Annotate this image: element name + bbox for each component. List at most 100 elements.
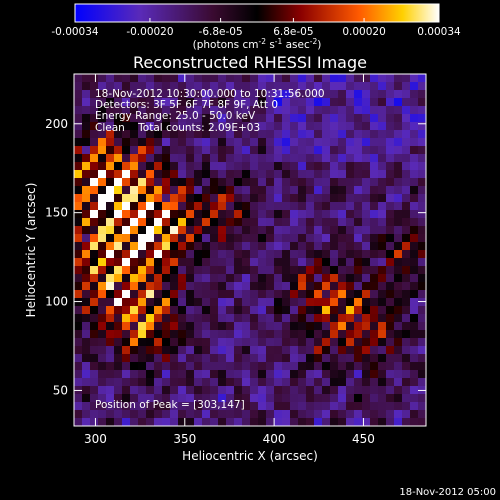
heatmap-cell <box>250 106 259 115</box>
heatmap-cell <box>202 186 211 195</box>
heatmap-cell <box>226 162 235 171</box>
heatmap-cell <box>250 330 259 339</box>
heatmap-cell <box>90 242 99 251</box>
heatmap-cell <box>410 106 419 115</box>
heatmap-cell <box>202 218 211 227</box>
heatmap-cell <box>322 306 331 315</box>
heatmap-cell <box>314 362 323 371</box>
heatmap-cell <box>362 98 371 107</box>
heatmap-cell <box>186 362 195 371</box>
heatmap-cell <box>410 290 419 299</box>
heatmap-cell <box>186 122 195 131</box>
heatmap-cell <box>218 242 227 251</box>
heatmap-cell <box>362 266 371 275</box>
heatmap-cell <box>314 258 323 267</box>
heatmap-cell <box>242 202 251 211</box>
heatmap-cell <box>250 298 259 307</box>
heatmap-cell <box>322 122 331 131</box>
heatmap-cell <box>314 130 323 139</box>
heatmap-cell <box>282 242 291 251</box>
heatmap-cell <box>218 314 227 323</box>
heatmap-cell <box>338 242 347 251</box>
heatmap-cell <box>130 370 139 379</box>
heatmap-cell <box>234 186 243 195</box>
heatmap-cell <box>282 378 291 387</box>
heatmap-cell <box>282 354 291 363</box>
heatmap-cell <box>106 146 115 155</box>
heatmap-cell <box>290 370 299 379</box>
heatmap-cell <box>386 418 395 426</box>
heatmap-cell <box>194 266 203 275</box>
heatmap-cell <box>218 394 227 403</box>
heatmap-cell <box>234 170 243 179</box>
heatmap-cell <box>218 194 227 203</box>
heatmap-cell <box>282 122 291 131</box>
heatmap-cell <box>178 298 187 307</box>
heatmap-cell <box>418 74 426 83</box>
heatmap-cell <box>122 82 131 91</box>
heatmap-cell <box>370 226 379 235</box>
heatmap-cell <box>146 386 155 395</box>
heatmap-cell <box>402 242 411 251</box>
heatmap-cell <box>202 122 211 131</box>
heatmap-cell <box>322 362 331 371</box>
heatmap-cell <box>266 242 275 251</box>
heatmap-cell <box>130 186 139 195</box>
heatmap-cell <box>82 170 91 179</box>
heatmap-cell <box>194 258 203 267</box>
heatmap-cell <box>194 306 203 315</box>
heatmap-cell <box>394 106 403 115</box>
heatmap-cell <box>346 346 355 355</box>
heatmap-cell <box>210 218 219 227</box>
heatmap-cell <box>130 314 139 323</box>
heatmap-cell <box>74 178 83 187</box>
heatmap-cell <box>74 362 83 371</box>
heatmap-cell <box>114 146 123 155</box>
heatmap-cell <box>226 242 235 251</box>
heatmap-cell <box>298 386 307 395</box>
heatmap-cell <box>242 178 251 187</box>
heatmap-cell <box>170 298 179 307</box>
heatmap-cell <box>162 146 171 155</box>
heatmap-cell <box>394 418 403 426</box>
x-tick-label: 300 <box>84 432 107 446</box>
heatmap-cell <box>314 146 323 155</box>
heatmap-cell <box>178 178 187 187</box>
heatmap-cell <box>122 90 131 99</box>
heatmap-cell <box>178 402 187 411</box>
heatmap-cell <box>314 106 323 115</box>
heatmap-cell <box>394 306 403 315</box>
heatmap-cell <box>210 74 219 83</box>
heatmap-cell <box>346 194 355 203</box>
heatmap-cell <box>202 178 211 187</box>
heatmap-cell <box>186 402 195 411</box>
heatmap-cell <box>186 314 195 323</box>
heatmap-cell <box>370 290 379 299</box>
heatmap-cell <box>346 282 355 291</box>
heatmap-cell <box>410 138 419 147</box>
heatmap-cell <box>298 258 307 267</box>
heatmap-cell <box>362 306 371 315</box>
heatmap-cell <box>106 74 115 83</box>
heatmap-cell <box>170 186 179 195</box>
heatmap-cell <box>130 106 139 115</box>
heatmap-cell <box>170 234 179 243</box>
heatmap-cell <box>370 106 379 115</box>
heatmap-cell <box>90 202 99 211</box>
heatmap-cell <box>74 410 83 419</box>
heatmap-cell <box>178 338 187 347</box>
heatmap-cell <box>218 258 227 267</box>
heatmap-cell <box>362 330 371 339</box>
heatmap-cell <box>378 418 387 426</box>
heatmap-cell <box>362 130 371 139</box>
heatmap-cell <box>202 402 211 411</box>
heatmap-cell <box>114 82 123 91</box>
heatmap-cell <box>314 386 323 395</box>
heatmap-cell <box>218 154 227 163</box>
heatmap-cell <box>146 330 155 339</box>
heatmap-cell <box>386 298 395 307</box>
heatmap-cell <box>130 234 139 243</box>
heatmap-cell <box>338 330 347 339</box>
heatmap-cell <box>418 394 426 403</box>
